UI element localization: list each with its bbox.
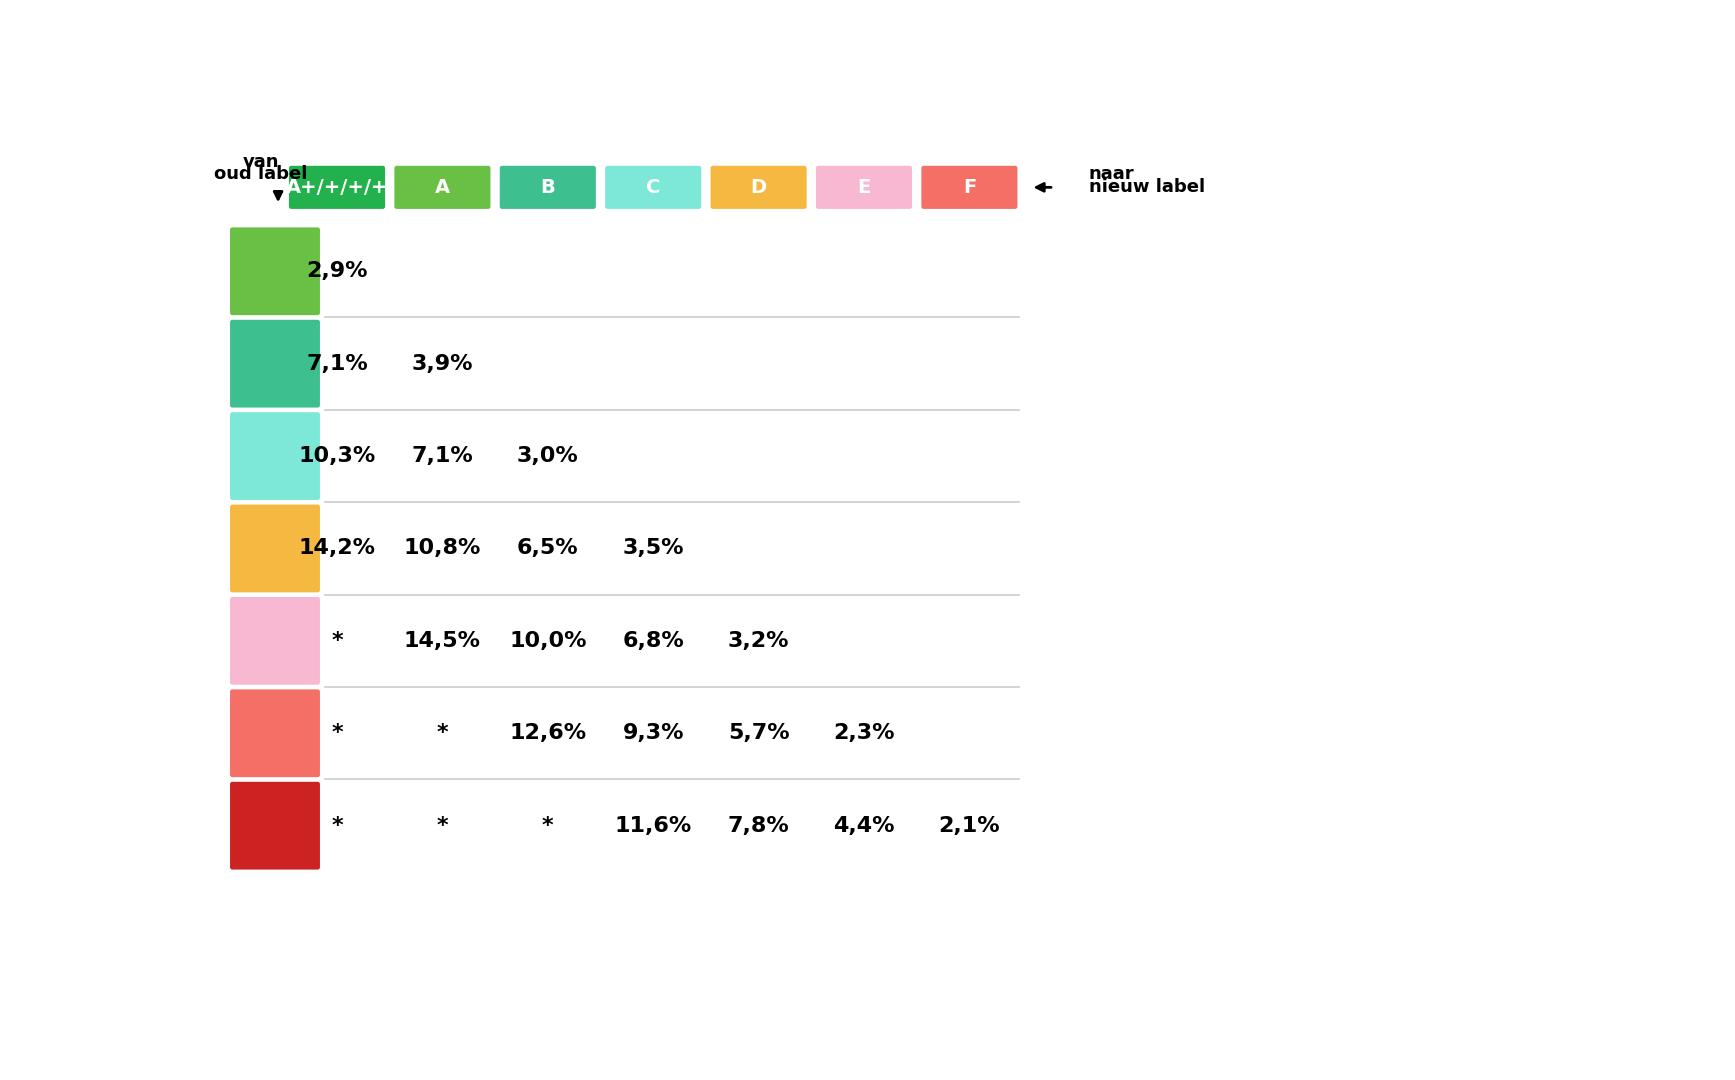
- Text: 7,1%: 7,1%: [305, 353, 368, 374]
- Text: *: *: [437, 724, 448, 743]
- FancyBboxPatch shape: [231, 689, 319, 778]
- Text: C: C: [645, 178, 661, 197]
- Text: oud label: oud label: [215, 165, 307, 184]
- FancyBboxPatch shape: [815, 166, 913, 208]
- Text: A+/+/+/+: A+/+/+/+: [286, 178, 389, 197]
- FancyBboxPatch shape: [606, 166, 701, 208]
- Text: A: A: [435, 178, 449, 197]
- Text: 6,5%: 6,5%: [517, 539, 578, 558]
- FancyBboxPatch shape: [290, 166, 385, 208]
- Text: 14,5%: 14,5%: [404, 631, 481, 651]
- Text: 3,0%: 3,0%: [517, 446, 579, 467]
- Text: nieuw label: nieuw label: [1090, 178, 1204, 197]
- Text: *: *: [331, 724, 344, 743]
- Text: 2,3%: 2,3%: [833, 724, 895, 743]
- Text: 14,2%: 14,2%: [298, 539, 375, 558]
- Text: 10,3%: 10,3%: [298, 446, 375, 467]
- Text: naar: naar: [1090, 165, 1135, 184]
- Text: 3,9%: 3,9%: [411, 353, 474, 374]
- Text: 4,4%: 4,4%: [833, 815, 895, 836]
- FancyBboxPatch shape: [231, 413, 319, 500]
- Text: *: *: [437, 815, 448, 836]
- Text: 6,8%: 6,8%: [623, 631, 684, 651]
- Text: 11,6%: 11,6%: [614, 815, 692, 836]
- Text: B: B: [540, 178, 555, 197]
- FancyBboxPatch shape: [394, 166, 491, 208]
- FancyBboxPatch shape: [711, 166, 807, 208]
- FancyBboxPatch shape: [231, 504, 319, 592]
- Text: 7,8%: 7,8%: [727, 815, 789, 836]
- FancyBboxPatch shape: [231, 228, 319, 315]
- Text: 7,1%: 7,1%: [411, 446, 474, 467]
- Text: 10,8%: 10,8%: [404, 539, 481, 558]
- Text: 3,5%: 3,5%: [623, 539, 684, 558]
- Text: 2,9%: 2,9%: [307, 261, 368, 281]
- Text: F: F: [963, 178, 977, 197]
- FancyBboxPatch shape: [921, 166, 1017, 208]
- Text: van: van: [243, 153, 279, 171]
- FancyBboxPatch shape: [500, 166, 595, 208]
- FancyBboxPatch shape: [231, 320, 319, 407]
- FancyBboxPatch shape: [231, 597, 319, 685]
- Text: D: D: [751, 178, 767, 197]
- Text: 3,2%: 3,2%: [729, 631, 789, 651]
- Text: 5,7%: 5,7%: [727, 724, 789, 743]
- Text: *: *: [331, 815, 344, 836]
- FancyBboxPatch shape: [231, 782, 319, 869]
- Text: E: E: [857, 178, 871, 197]
- Text: 12,6%: 12,6%: [510, 724, 586, 743]
- Text: 2,1%: 2,1%: [939, 815, 999, 836]
- Text: 10,0%: 10,0%: [508, 631, 586, 651]
- Text: *: *: [331, 631, 344, 651]
- Text: *: *: [541, 815, 553, 836]
- Text: 9,3%: 9,3%: [623, 724, 684, 743]
